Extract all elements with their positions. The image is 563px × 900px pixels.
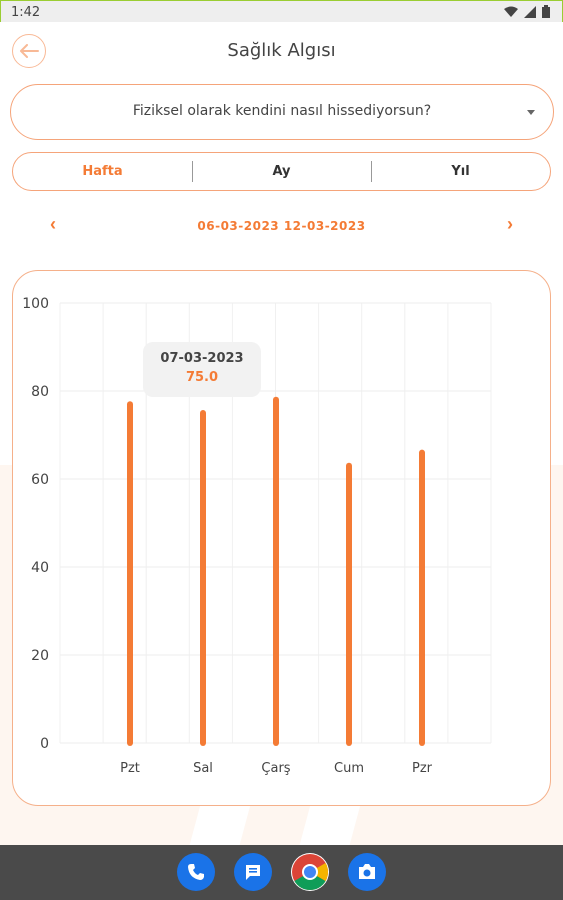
period-tabs: Hafta Ay Yıl [12, 152, 551, 191]
question-selected-value: Fiziksel olarak kendini nasıl hissediyor… [132, 103, 432, 119]
chart-card: 0 20 40 60 80 100 Pzt Sal Çarş Cum Pzr [12, 270, 551, 806]
x-tick-label: Cum [334, 761, 364, 776]
tab-month[interactable]: Ay [192, 153, 371, 190]
tooltip-value: 75.0 [185, 370, 219, 385]
page-title: Sağlık Algısı [227, 40, 336, 61]
x-tick-label: Pzr [412, 761, 433, 776]
bar-chart: 0 20 40 60 80 100 Pzt Sal Çarş Cum Pzr [22, 296, 492, 776]
tab-week[interactable]: Hafta [82, 164, 123, 179]
status-bar: 1:42 [0, 0, 563, 22]
tooltip-date: 07-03-2023 [160, 351, 244, 366]
chevron-left-icon[interactable]: ‹ [50, 214, 56, 234]
phone-icon[interactable] [177, 853, 215, 891]
date-navigation: ‹ 06-03-2023 12-03-2023 › [0, 212, 563, 240]
x-tick-label: Çarş [261, 761, 290, 776]
chevron-right-icon[interactable]: › [507, 214, 513, 234]
y-tick-label: 60 [31, 472, 49, 488]
back-button[interactable] [12, 34, 46, 68]
system-nav-bar [0, 845, 563, 900]
y-tick-label: 80 [31, 384, 49, 400]
chart-tooltip: 07-03-2023 75.0 [143, 342, 261, 397]
arrow-left-icon [20, 44, 39, 58]
camera-icon[interactable] [348, 853, 386, 891]
date-range-label: 06-03-2023 12-03-2023 [197, 219, 366, 233]
tab-year[interactable]: Yıl [371, 153, 550, 190]
signal-icon [524, 5, 536, 18]
chevron-down-icon [527, 110, 535, 115]
battery-icon [542, 5, 550, 18]
y-tick-label: 20 [31, 648, 49, 664]
y-tick-label: 100 [22, 296, 49, 312]
y-tick-label: 40 [31, 560, 49, 576]
chrome-icon[interactable] [291, 853, 329, 891]
question-dropdown[interactable]: Fiziksel olarak kendini nasıl hissediyor… [10, 84, 554, 140]
wifi-icon [504, 6, 518, 17]
messages-icon[interactable] [234, 853, 272, 891]
y-tick-label: 0 [40, 736, 49, 752]
app-bar: Sağlık Algısı [0, 22, 563, 80]
x-tick-label: Pzt [120, 761, 140, 776]
x-tick-label: Sal [193, 761, 213, 776]
status-time: 1:42 [11, 5, 41, 20]
